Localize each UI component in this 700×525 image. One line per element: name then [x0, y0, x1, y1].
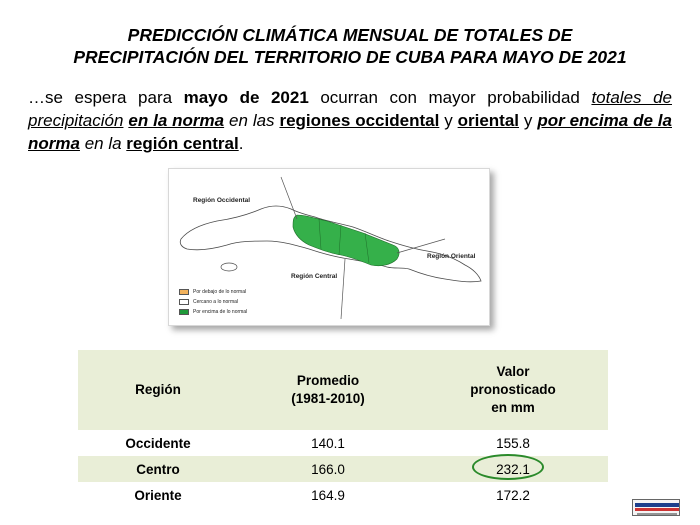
- header-region-label: Región: [135, 382, 181, 397]
- map-divider-west: [280, 176, 298, 220]
- intro-oriental: oriental: [457, 111, 520, 130]
- header-region: Región: [78, 350, 238, 430]
- legend-label: Cercano a lo normal: [193, 299, 239, 305]
- legend-label: Por encima de lo normal: [193, 309, 248, 315]
- intro-text: y: [519, 111, 538, 130]
- table-row: Occidente 140.1 155.8: [78, 430, 608, 456]
- map-divider-central: [340, 258, 346, 320]
- legend-swatch-normal: [179, 299, 189, 305]
- intro-above: por encima de la norma: [28, 111, 672, 153]
- intro-month: mayo de 2021: [183, 88, 309, 107]
- legend-label: Por debajo de lo normal: [193, 289, 247, 295]
- legend-item: Por debajo de lo normal: [179, 287, 247, 297]
- cell-region: Centro: [136, 461, 180, 477]
- header-promedio-line-2: (1981-2010): [291, 391, 365, 406]
- intro-text: .: [238, 134, 244, 153]
- header-valor-line-2: pronosticado: [470, 382, 556, 397]
- intro-text: y: [439, 111, 458, 130]
- intro-totals: totales de precipitación: [28, 88, 672, 130]
- forecast-table: Región Promedio (1981-2010) Valor pronos…: [78, 350, 608, 508]
- intro-text: en las: [224, 111, 280, 130]
- intro-occidental: regiones occidental: [279, 111, 440, 130]
- intro-paragraph: …se espera para mayo de 2021 ocurran con…: [28, 86, 672, 155]
- map-isla-juventud: [220, 262, 238, 272]
- legend-swatch-below: [179, 289, 189, 295]
- highlight-circle: [472, 454, 544, 480]
- cell-region: Occidente: [125, 435, 191, 451]
- cell-promedio: 140.1: [311, 435, 345, 451]
- cuba-map-svg: [179, 176, 482, 320]
- header-valor: Valor pronosticado en mm: [418, 350, 608, 430]
- page-title: PREDICCIÓN CLIMÁTICA MENSUAL DE TOTALES …: [20, 24, 680, 68]
- map-legend: Por debajo de lo normal Cercano a lo nor…: [179, 287, 247, 317]
- map-label-occidental: Región Occidental: [193, 197, 251, 204]
- header-promedio-line-1: Promedio: [296, 373, 360, 388]
- cell-valor: 155.8: [496, 435, 530, 451]
- cell-region: Oriente: [134, 487, 182, 503]
- map-divider-east: [396, 238, 446, 254]
- intro-normal: en la norma: [128, 111, 225, 130]
- intro-text: …se espera para: [28, 88, 184, 107]
- cell-valor: 172.2: [496, 487, 530, 503]
- intro-text: en la: [79, 134, 127, 153]
- header-valor-line-3: en mm: [491, 400, 535, 415]
- logo-icon: [635, 503, 679, 515]
- legend-swatch-above: [179, 309, 189, 315]
- legend-item: Cercano a lo normal: [179, 297, 247, 307]
- table-header-row: Región Promedio (1981-2010) Valor pronos…: [78, 350, 608, 430]
- title-line-2: PRECIPITACIÓN DEL TERRITORIO DE CUBA PAR…: [73, 47, 627, 67]
- header-promedio: Promedio (1981-2010): [238, 350, 418, 430]
- map-label-central: Región Central: [291, 273, 338, 280]
- cell-promedio: 166.0: [311, 461, 345, 477]
- intro-central: región central: [126, 134, 239, 153]
- cell-promedio: 164.9: [311, 487, 345, 503]
- table-row: Oriente 164.9 172.2: [78, 482, 608, 508]
- cuba-map: Región Occidental Región Central Región …: [168, 168, 490, 326]
- intro-text: ocurran con mayor probabilidad: [308, 88, 592, 107]
- header-valor-line-1: Valor: [496, 364, 530, 379]
- title-line-1: PREDICCIÓN CLIMÁTICA MENSUAL DE TOTALES …: [127, 25, 573, 45]
- institution-logo: [632, 499, 680, 516]
- map-boundary: [318, 218, 370, 264]
- map-label-oriental: Región Oriental: [427, 253, 476, 260]
- legend-item: Por encima de lo normal: [179, 307, 247, 317]
